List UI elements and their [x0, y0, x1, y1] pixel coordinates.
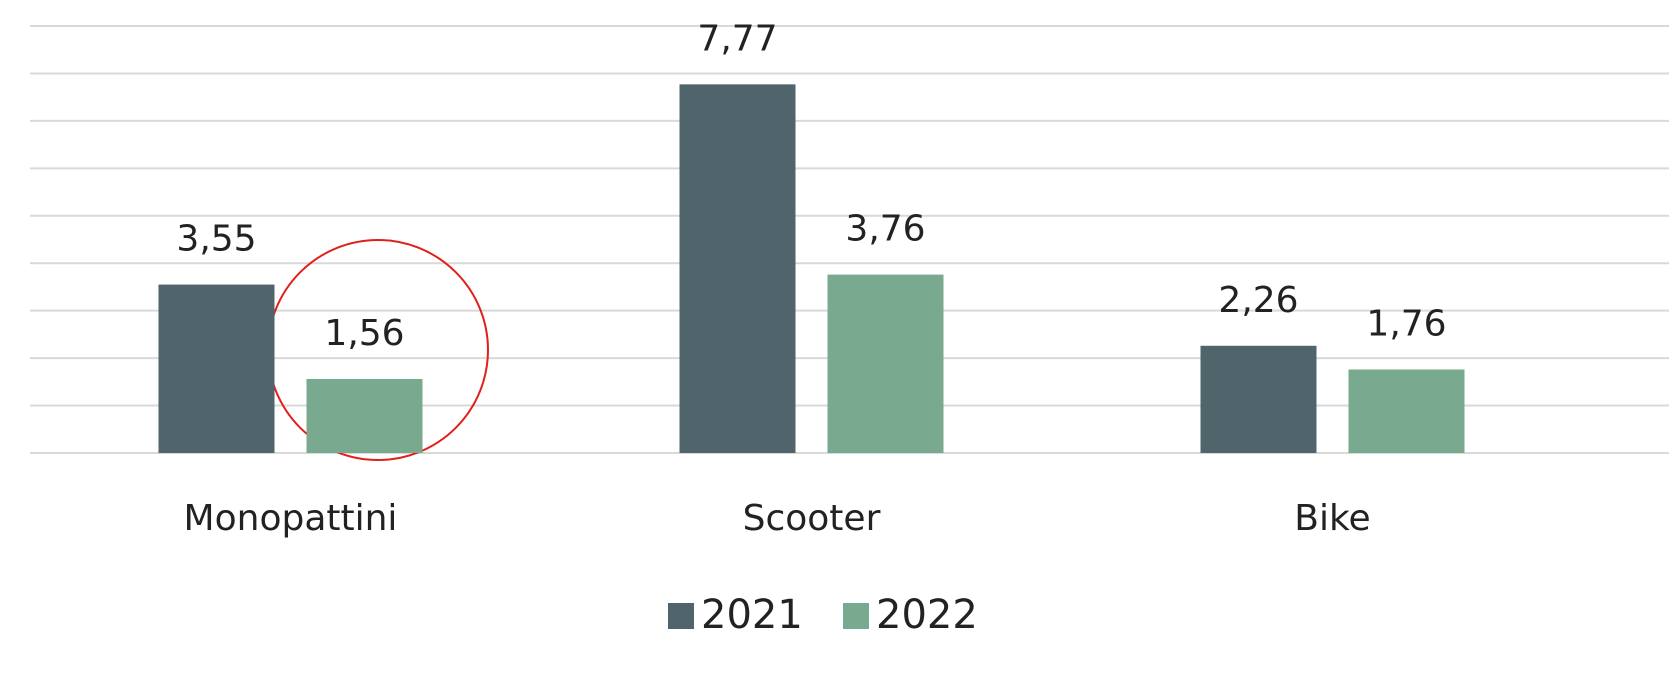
x-tick-label: Scooter — [743, 498, 881, 539]
data-label: 1,76 — [1366, 303, 1446, 344]
bar — [158, 284, 275, 453]
bar — [827, 274, 944, 453]
bar — [679, 84, 796, 454]
data-label: 3,76 — [845, 209, 925, 250]
bar — [1348, 369, 1465, 453]
legend-label: 2021 — [701, 592, 803, 638]
data-label: 3,55 — [176, 219, 256, 260]
data-label: 1,56 — [324, 313, 404, 354]
legend-swatch — [668, 603, 694, 629]
bar — [306, 378, 423, 453]
data-label: 7,77 — [697, 18, 777, 59]
data-label: 2,26 — [1218, 280, 1298, 321]
legend-label: 2022 — [876, 592, 978, 638]
legend-swatch — [843, 603, 869, 629]
x-tick-label: Monopattini — [184, 498, 398, 539]
x-tick-label: Bike — [1294, 498, 1370, 539]
bar — [1200, 345, 1317, 453]
